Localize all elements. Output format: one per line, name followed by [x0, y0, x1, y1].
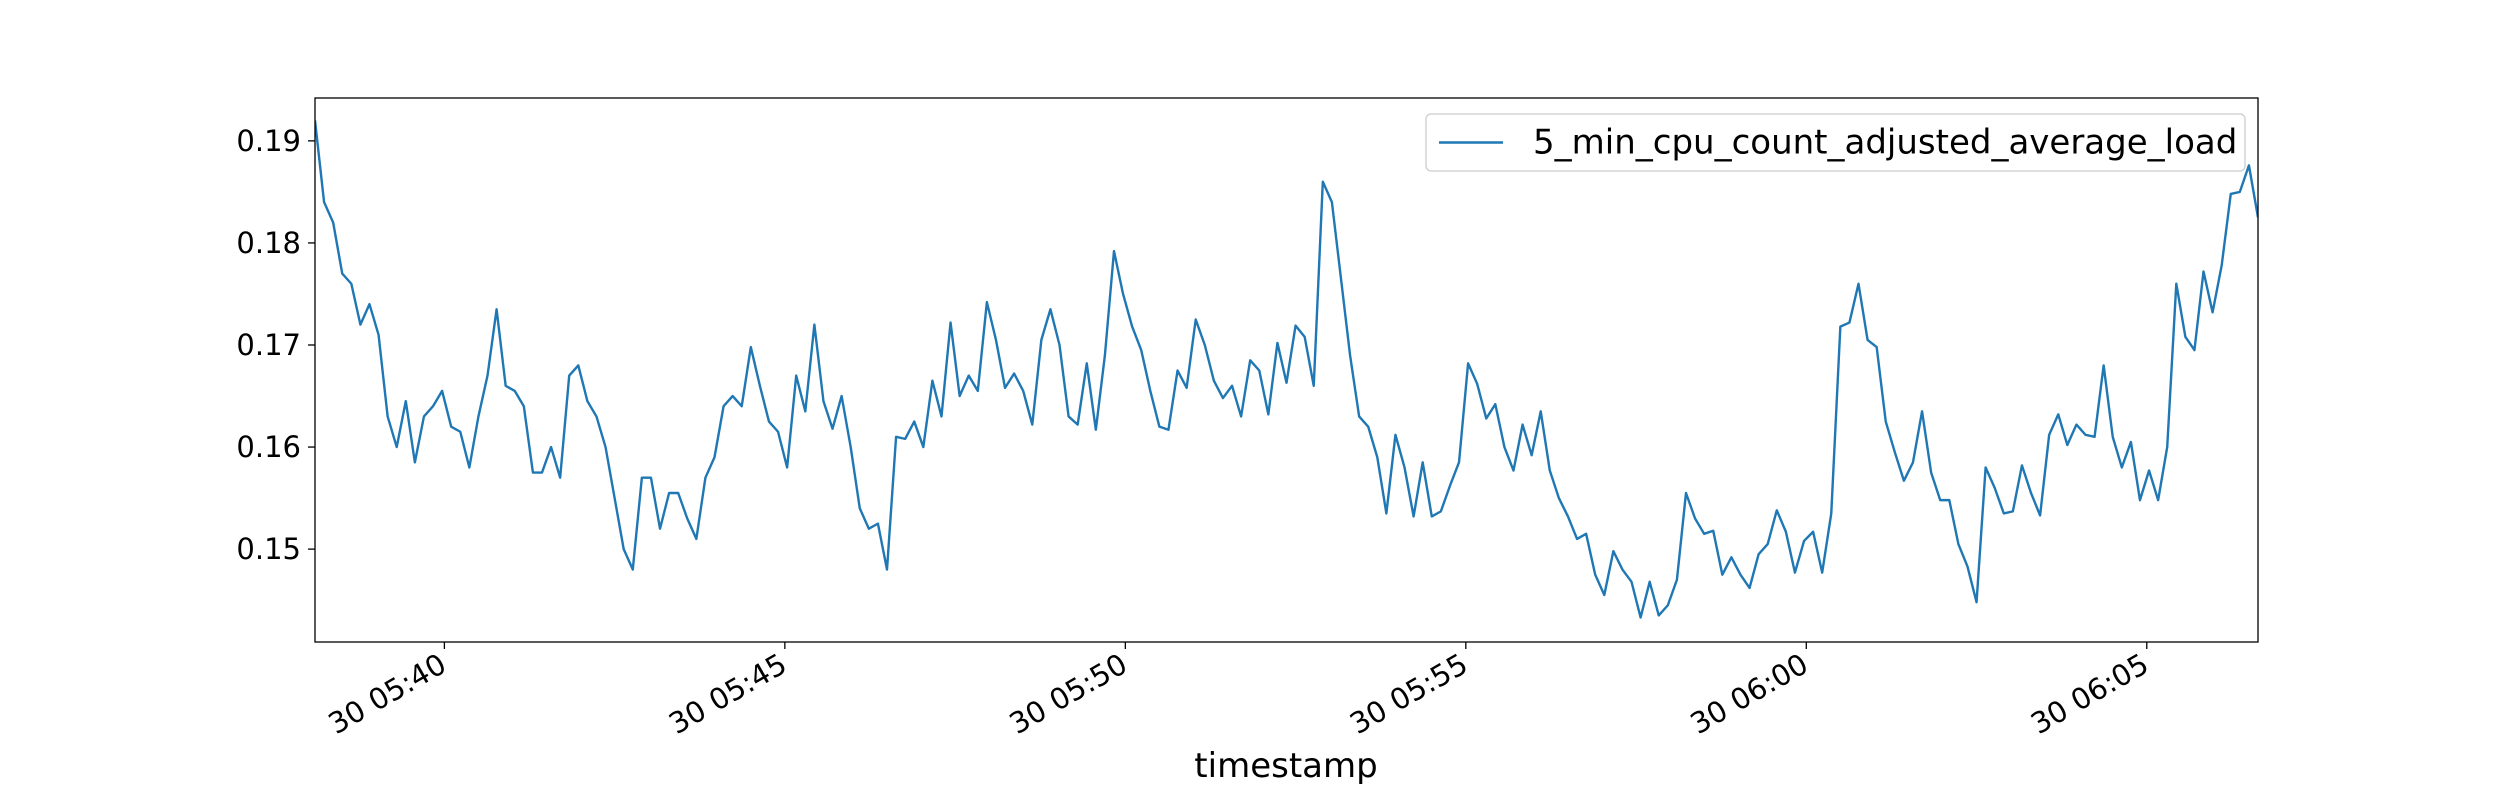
y-tick-label: 0.18: [236, 226, 301, 260]
legend-box: [1425, 113, 2246, 172]
x-tick-label: 30 05:55: [1344, 647, 1473, 741]
x-tick-label: 30 05:40: [323, 647, 452, 741]
y-tick-label: 0.17: [236, 328, 301, 362]
legend-label: 5_min_cpu_count_adjusted_average_load: [1533, 123, 2237, 163]
y-tick-label: 0.16: [236, 430, 301, 464]
y-tick-label: 0.19: [236, 124, 301, 158]
x-tick-label: 30 05:45: [663, 647, 792, 741]
x-tick-label: 30 05:50: [1004, 647, 1133, 741]
plot-frame: [314, 97, 2259, 643]
data-line: [315, 120, 2258, 619]
x-axis-label: timestamp: [1194, 746, 1377, 786]
x-tick-label: 30 06:00: [1684, 647, 1813, 741]
x-tick-label: 30 06:05: [2025, 647, 2154, 741]
y-tick-label: 0.15: [236, 532, 301, 566]
